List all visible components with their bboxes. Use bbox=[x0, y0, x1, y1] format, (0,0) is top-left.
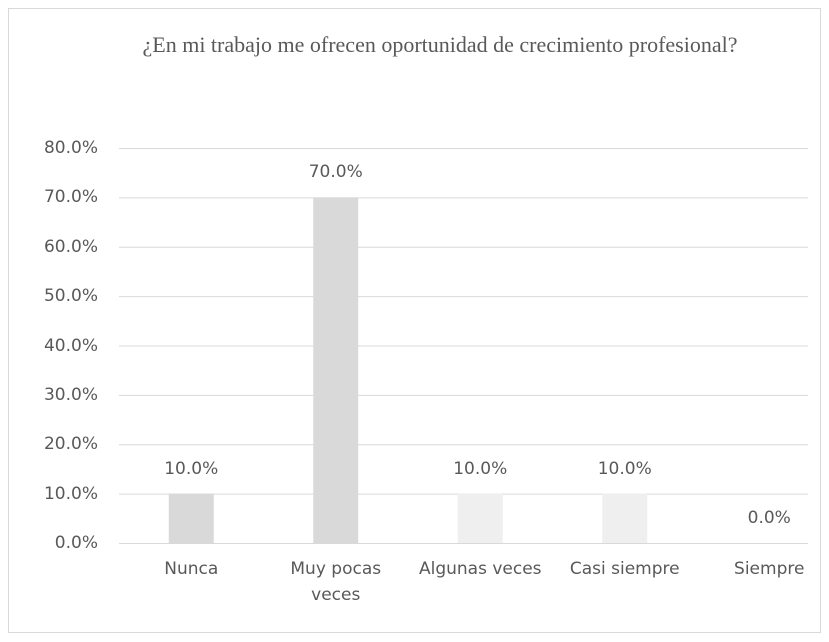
y-tick-label: 0.0% bbox=[54, 533, 98, 553]
y-tick-label: 10.0% bbox=[43, 483, 98, 504]
x-tick-label: Siempre bbox=[734, 559, 805, 579]
y-tick-label: 30.0% bbox=[43, 384, 98, 405]
chart-title: ¿En mi trabajo me ofrecen oportunidad de… bbox=[142, 32, 738, 57]
value-label: 70.0% bbox=[308, 162, 363, 183]
x-tick-label: Muy pocas veces bbox=[290, 559, 382, 605]
y-tick-label: 60.0% bbox=[43, 236, 98, 257]
value-label: 0.0% bbox=[747, 508, 791, 528]
value-label: 10.0% bbox=[164, 458, 219, 479]
chart-border bbox=[8, 8, 821, 633]
x-tick-label: Nunca bbox=[164, 559, 219, 579]
value-label: 10.0% bbox=[597, 458, 652, 479]
y-tick-label: 70.0% bbox=[43, 187, 98, 208]
y-tick-label: 80.0% bbox=[43, 138, 98, 158]
bar bbox=[602, 493, 648, 543]
x-tick-label: Casi siempre bbox=[569, 559, 680, 579]
y-tick-label: 50.0% bbox=[43, 286, 98, 307]
bar bbox=[313, 197, 359, 543]
value-label: 10.0% bbox=[453, 458, 508, 479]
bar bbox=[168, 493, 214, 543]
bar bbox=[457, 493, 503, 543]
y-tick-label: 20.0% bbox=[43, 434, 98, 455]
y-tick-label: 40.0% bbox=[43, 335, 98, 356]
x-tick-label: Algunas veces bbox=[418, 559, 542, 579]
